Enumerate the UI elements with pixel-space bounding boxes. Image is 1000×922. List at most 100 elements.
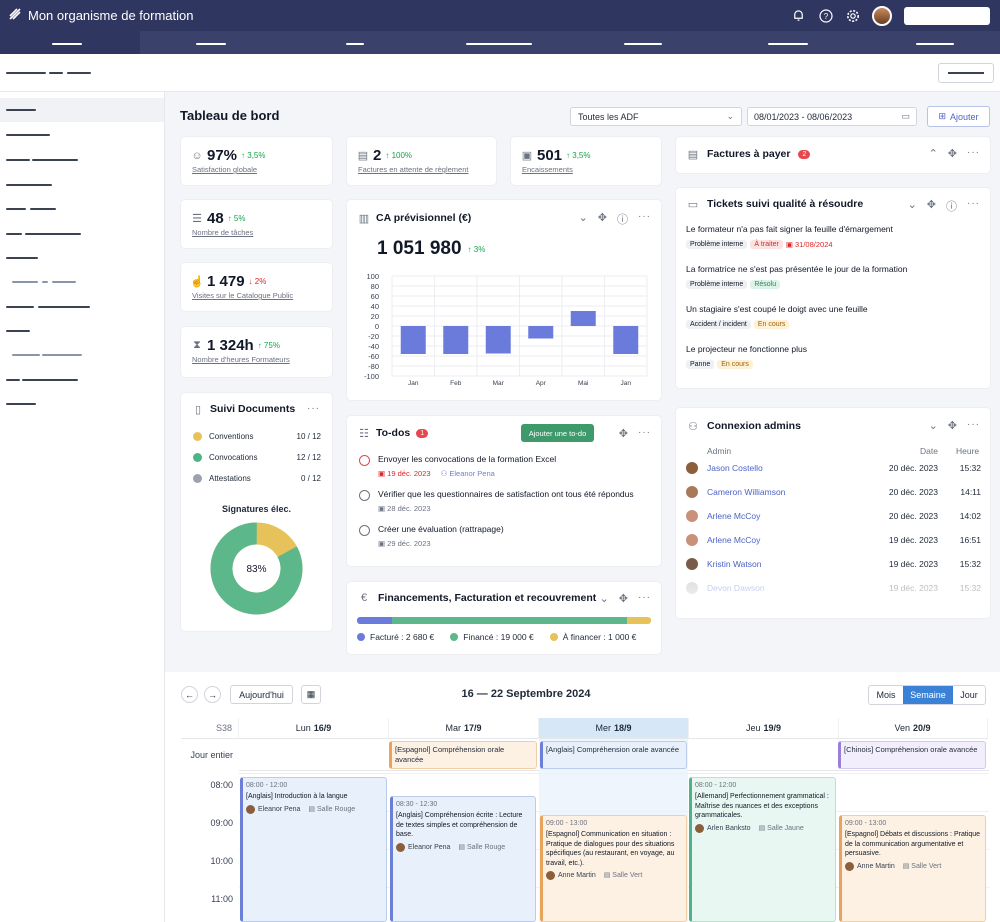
calendar-event[interactable]: 08:00 - 12:00 [Allemand] Perfectionnement… (689, 777, 836, 922)
sidebar-item[interactable] (6, 403, 36, 405)
allday-event[interactable]: [Chinois] Compréhension orale avancée (838, 741, 986, 769)
more-icon[interactable]: ··· (638, 427, 651, 438)
smile-icon: ☺ (191, 149, 203, 162)
sidebar-item[interactable] (6, 233, 22, 235)
calendar-event[interactable]: 09:00 - 13:00 [Espagnol] Communication en… (540, 815, 687, 922)
card-title: To-dos (376, 427, 411, 439)
adf-select[interactable]: Toutes les ADF ⌄ (570, 107, 742, 126)
nav-item-4[interactable] (466, 43, 532, 45)
nav-item-5[interactable] (624, 43, 662, 45)
stat-label[interactable]: Satisfaction globale (192, 165, 258, 174)
ticket-title[interactable]: Le projecteur ne fonctionne plus (686, 344, 807, 354)
allday-event[interactable]: [Espagnol] Compréhension orale avancée (389, 741, 537, 769)
info-icon[interactable]: ⓘ (946, 201, 957, 213)
day-header[interactable]: Ven 20/9 (838, 718, 988, 739)
help-icon[interactable]: ? (818, 8, 833, 23)
todo-checkbox[interactable] (359, 455, 370, 466)
move-icon[interactable]: ✥ (618, 428, 628, 440)
nav-item-active[interactable] (0, 31, 140, 54)
more-icon[interactable]: ··· (967, 419, 980, 430)
nav-item-7[interactable] (916, 43, 954, 45)
move-icon[interactable]: ✥ (947, 148, 957, 160)
calendar-event[interactable]: 09:00 - 13:00 [Espagnol] Débats et discus… (839, 815, 986, 922)
sidebar-item[interactable] (6, 330, 30, 332)
stat-label[interactable]: Encaissements (522, 165, 573, 174)
sidebar-subitem[interactable] (12, 354, 40, 356)
admin-name[interactable]: Kristin Watson (707, 559, 762, 569)
todo-text: Vérifier que les questionnaires de satis… (378, 489, 634, 499)
move-icon[interactable]: ✥ (618, 593, 628, 605)
nav-item-1[interactable] (52, 43, 82, 45)
nav-item-2[interactable] (196, 43, 226, 45)
day-header[interactable]: Jeu 19/9 (689, 718, 839, 739)
chevron-down-icon[interactable]: ⌄ (907, 199, 917, 211)
next-week-button[interactable]: → (204, 686, 221, 703)
more-icon[interactable]: ··· (638, 592, 651, 603)
move-icon[interactable]: ✥ (947, 420, 957, 432)
view-day[interactable]: Jour (960, 690, 978, 700)
admin-name[interactable]: Cameron Williamson (707, 487, 786, 497)
breadcrumb-3[interactable] (67, 72, 91, 74)
add-button[interactable]: ⊞ Ajouter (927, 106, 990, 127)
sidebar-item[interactable] (6, 134, 50, 136)
chevron-down-icon[interactable]: ⌄ (578, 212, 588, 224)
admin-name[interactable]: Jason Costello (707, 463, 763, 473)
date-range-input[interactable]: 08/01/2023 - 08/06/2023 ▭ (747, 107, 917, 126)
add-todo-button[interactable]: Ajouter une to-do (521, 424, 594, 442)
info-icon[interactable]: ⓘ (617, 214, 628, 226)
day-name: Mar (445, 723, 461, 733)
more-icon[interactable]: ··· (638, 211, 651, 222)
todo-checkbox[interactable] (359, 525, 370, 536)
todo-checkbox[interactable] (359, 490, 370, 501)
admin-name[interactable]: Arlene McCoy (707, 535, 761, 545)
more-icon[interactable]: ··· (307, 403, 320, 414)
day-header[interactable]: Lun 16/9 (239, 718, 389, 739)
calendar-event[interactable]: 08:30 - 12:30 [Anglais] Compréhension écr… (390, 796, 536, 922)
admin-name[interactable]: Arlene McCoy (707, 511, 761, 521)
breadcrumb-2[interactable] (49, 72, 63, 74)
chevron-down-icon[interactable]: ⌄ (928, 420, 938, 432)
day-name: Lun (295, 723, 311, 733)
sidebar-item[interactable] (6, 159, 30, 161)
view-week[interactable]: Semaine (903, 686, 953, 704)
nav-item-3[interactable] (346, 43, 364, 45)
stat-label[interactable]: Nombre d'heures Formateurs (192, 355, 290, 364)
ticket-title[interactable]: La formatrice ne s'est pas présentée le … (686, 264, 908, 274)
bell-icon[interactable] (791, 8, 806, 23)
prev-week-button[interactable]: ← (181, 686, 198, 703)
allday-event[interactable]: [Anglais] Compréhension orale avancée (540, 741, 687, 769)
ticket-tags: Accident / incident En cours (686, 320, 792, 329)
move-icon[interactable]: ✥ (597, 212, 607, 224)
stat-label[interactable]: Nombre de tâches (192, 228, 254, 237)
view-month[interactable]: Mois (876, 690, 896, 700)
day-header[interactable]: Mar 17/9 (389, 718, 539, 739)
sidebar-item[interactable] (6, 184, 52, 186)
nav-item-6[interactable] (768, 43, 808, 45)
more-icon[interactable]: ··· (967, 198, 980, 209)
gear-icon[interactable] (845, 8, 860, 23)
day-header[interactable]: Mer 18/9 (539, 718, 689, 739)
chevron-down-icon[interactable]: ⌄ (599, 593, 609, 605)
ca-value: 1 051 980 (377, 238, 462, 259)
sidebar-item[interactable] (6, 257, 38, 259)
sidebar-item[interactable] (6, 306, 34, 308)
today-button[interactable]: Aujourd'hui (230, 685, 293, 704)
ticket-title[interactable]: Le formateur n'a pas fait signer la feui… (686, 224, 893, 234)
subbar-button[interactable] (938, 63, 994, 83)
stat-label[interactable]: Visites sur le Catalogue Public (192, 291, 294, 300)
user-avatar[interactable] (872, 5, 892, 26)
sidebar-subitem[interactable] (12, 281, 38, 283)
move-icon[interactable]: ✥ (926, 199, 936, 211)
account-box[interactable] (904, 6, 990, 25)
sidebar-item[interactable] (6, 208, 26, 210)
more-icon[interactable]: ··· (967, 147, 980, 158)
breadcrumb-1[interactable] (6, 72, 46, 74)
sidebar-item[interactable] (6, 379, 20, 381)
stat-label[interactable]: Factures en attente de règlement (358, 165, 469, 174)
chevron-up-icon[interactable]: ⌃ (928, 148, 938, 160)
calendar-event[interactable]: 08:00 - 12:00 [Anglais] Introduction à la… (240, 777, 387, 922)
brand[interactable]: Mon organisme de formation (8, 7, 193, 24)
calendar-icon[interactable]: ▦ (301, 685, 321, 704)
event-room: ▤ Salle Vert (603, 872, 643, 880)
ticket-title[interactable]: Un stagiaire s'est coupé le doigt avec u… (686, 304, 868, 314)
